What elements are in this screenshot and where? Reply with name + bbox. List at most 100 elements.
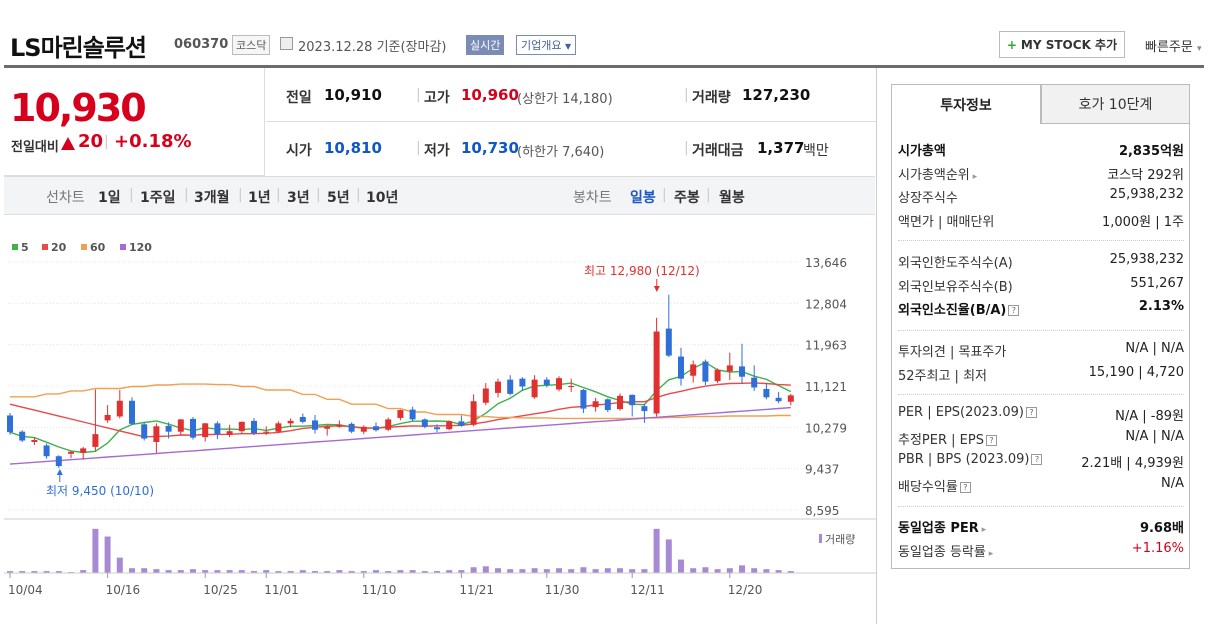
info-label-wrap: 배당수익률? xyxy=(898,476,971,495)
divider: | xyxy=(104,134,109,150)
candle-body xyxy=(434,427,440,430)
help-icon[interactable]: ? xyxy=(985,434,997,446)
candle-body xyxy=(104,414,111,421)
volume-bar xyxy=(495,568,501,573)
divider: | xyxy=(706,187,711,203)
divider: | xyxy=(662,187,667,203)
ma120-line xyxy=(9,406,791,465)
chevron-down-icon: ▼ xyxy=(564,42,572,51)
divider: | xyxy=(129,187,134,203)
info-row: 동일업종 PER ▸ 9.68배 xyxy=(898,517,1184,536)
candle-body xyxy=(92,434,99,447)
period-5y[interactable]: 5년 xyxy=(327,190,350,206)
candle-body xyxy=(7,415,13,433)
x-axis: 10/04 10/16 10/25 11/01 11/10 11/21 11/30 12/11… xyxy=(4,572,876,597)
info-label-wrap: 상장주식수 xyxy=(898,187,958,206)
stock-chart[interactable]: 5 20 60 120 13,646 12,804 11,963 11,121 10,279 9… xyxy=(4,216,876,624)
candle-body xyxy=(714,369,721,382)
chevron-right-icon[interactable]: ▸ xyxy=(985,548,994,559)
help-icon[interactable]: ? xyxy=(1031,454,1043,465)
open-value: 10,810 xyxy=(324,139,382,157)
legend-label: 120 xyxy=(129,241,152,254)
candle-body xyxy=(507,379,514,394)
candle-body xyxy=(360,426,367,432)
candle-body xyxy=(177,419,184,432)
company-overview-label: 기업개요 xyxy=(521,39,562,52)
volume-bar xyxy=(678,559,684,573)
period-monthly[interactable]: 월봉 xyxy=(719,190,745,206)
price-box xyxy=(4,68,265,176)
volume-bar xyxy=(775,570,782,573)
amount-label: 거래대금 xyxy=(692,143,744,159)
period-3m[interactable]: 3개월 xyxy=(194,190,230,206)
volume-bar xyxy=(129,568,135,573)
candle-body xyxy=(299,416,306,422)
volume-bar xyxy=(763,569,770,573)
divider xyxy=(898,394,1184,395)
period-1w[interactable]: 1주일 xyxy=(140,190,176,206)
plus-icon: + xyxy=(1006,37,1017,52)
volume-bar xyxy=(714,569,721,573)
divider xyxy=(876,68,877,624)
candle-body xyxy=(202,423,209,438)
period-1y[interactable]: 1년 xyxy=(248,190,271,206)
help-icon[interactable]: ? xyxy=(1008,305,1020,316)
volume-bar xyxy=(458,570,465,573)
period-weekly[interactable]: 주봉 xyxy=(674,190,700,206)
realtime-button[interactable]: 실시간 xyxy=(466,35,505,55)
chevron-right-icon[interactable]: ▸ xyxy=(978,525,987,535)
info-row: 상장주식수 25,938,232 xyxy=(898,187,1184,206)
candle-body xyxy=(592,401,599,408)
company-overview-dropdown[interactable]: 기업개요 ▼ xyxy=(516,35,577,55)
legend-label: 20 xyxy=(51,241,67,254)
info-label-wrap: 시가총액순위 ▸ xyxy=(898,164,977,183)
help-icon[interactable]: ? xyxy=(959,481,971,493)
volume-bar xyxy=(177,570,184,573)
volume-bar xyxy=(360,571,367,573)
volume-bar xyxy=(604,568,611,573)
info-label-wrap: 동일업종 등락률 ▸ xyxy=(898,541,993,560)
info-label-wrap: 투자의견 | 목표주가 xyxy=(898,341,1006,360)
add-my-stock-button[interactable]: + MY STOCK 추가 xyxy=(999,31,1125,58)
annotations: 최고 12,980 (12/12) 최저 9,450 (10/10) xyxy=(46,264,700,498)
tab-invest-info[interactable]: 투자정보 xyxy=(891,84,1041,124)
candle-body xyxy=(80,448,87,453)
volume-label: 거래량 xyxy=(692,90,731,106)
candle-body xyxy=(116,400,123,417)
candle-body xyxy=(543,379,550,386)
volume-bar xyxy=(153,569,160,573)
info-row: 시가총액 2,835억원 xyxy=(898,140,1184,159)
period-1d[interactable]: 1일 xyxy=(98,190,121,206)
period-3y[interactable]: 3년 xyxy=(287,190,310,206)
candles xyxy=(7,294,794,469)
chevron-down-icon: ▾ xyxy=(1196,44,1202,54)
info-value: 25,938,232 xyxy=(1109,252,1184,267)
y-tick-label: 9,437 xyxy=(805,463,839,477)
quick-order-button[interactable]: 빠른주문 ▾ xyxy=(1145,36,1202,55)
tab-order-book[interactable]: 호가 10단계 xyxy=(1041,84,1190,124)
info-row: 추정PER | EPS? N/A | N/A xyxy=(898,429,1184,448)
candle-body xyxy=(556,378,562,390)
chevron-right-icon[interactable]: ▸ xyxy=(969,171,978,182)
period-10y[interactable]: 10년 xyxy=(366,190,399,206)
high-value: 10,960 xyxy=(461,86,519,104)
period-daily[interactable]: 일봉 xyxy=(630,190,656,206)
info-value: 2.13% xyxy=(1138,299,1184,314)
volume-bar xyxy=(373,570,379,573)
volume-bar xyxy=(226,570,233,573)
quote-row-1: 전일 10,910 | 고가 10,960 (상한가 14,180) | 거래량… xyxy=(266,68,876,122)
x-tick-label: 12/20 xyxy=(728,583,763,597)
quote-row-2: 시가 10,810 | 저가 10,730 (하한가 7,640) | 거래대금… xyxy=(266,122,876,176)
help-icon[interactable]: ? xyxy=(1025,407,1037,418)
volume-bar xyxy=(31,571,38,573)
quick-order-label: 빠른주문 xyxy=(1145,40,1193,55)
divider xyxy=(898,330,1184,331)
candle-body xyxy=(531,379,538,398)
volume-bar xyxy=(141,568,148,573)
invest-info-panel xyxy=(891,124,1190,569)
candle-body xyxy=(446,421,453,430)
volume-bar xyxy=(421,571,428,573)
volume-bar xyxy=(629,569,636,573)
info-row: 배당수익률? N/A xyxy=(898,476,1184,495)
ma-legend: 5 20 60 120 xyxy=(12,241,152,254)
